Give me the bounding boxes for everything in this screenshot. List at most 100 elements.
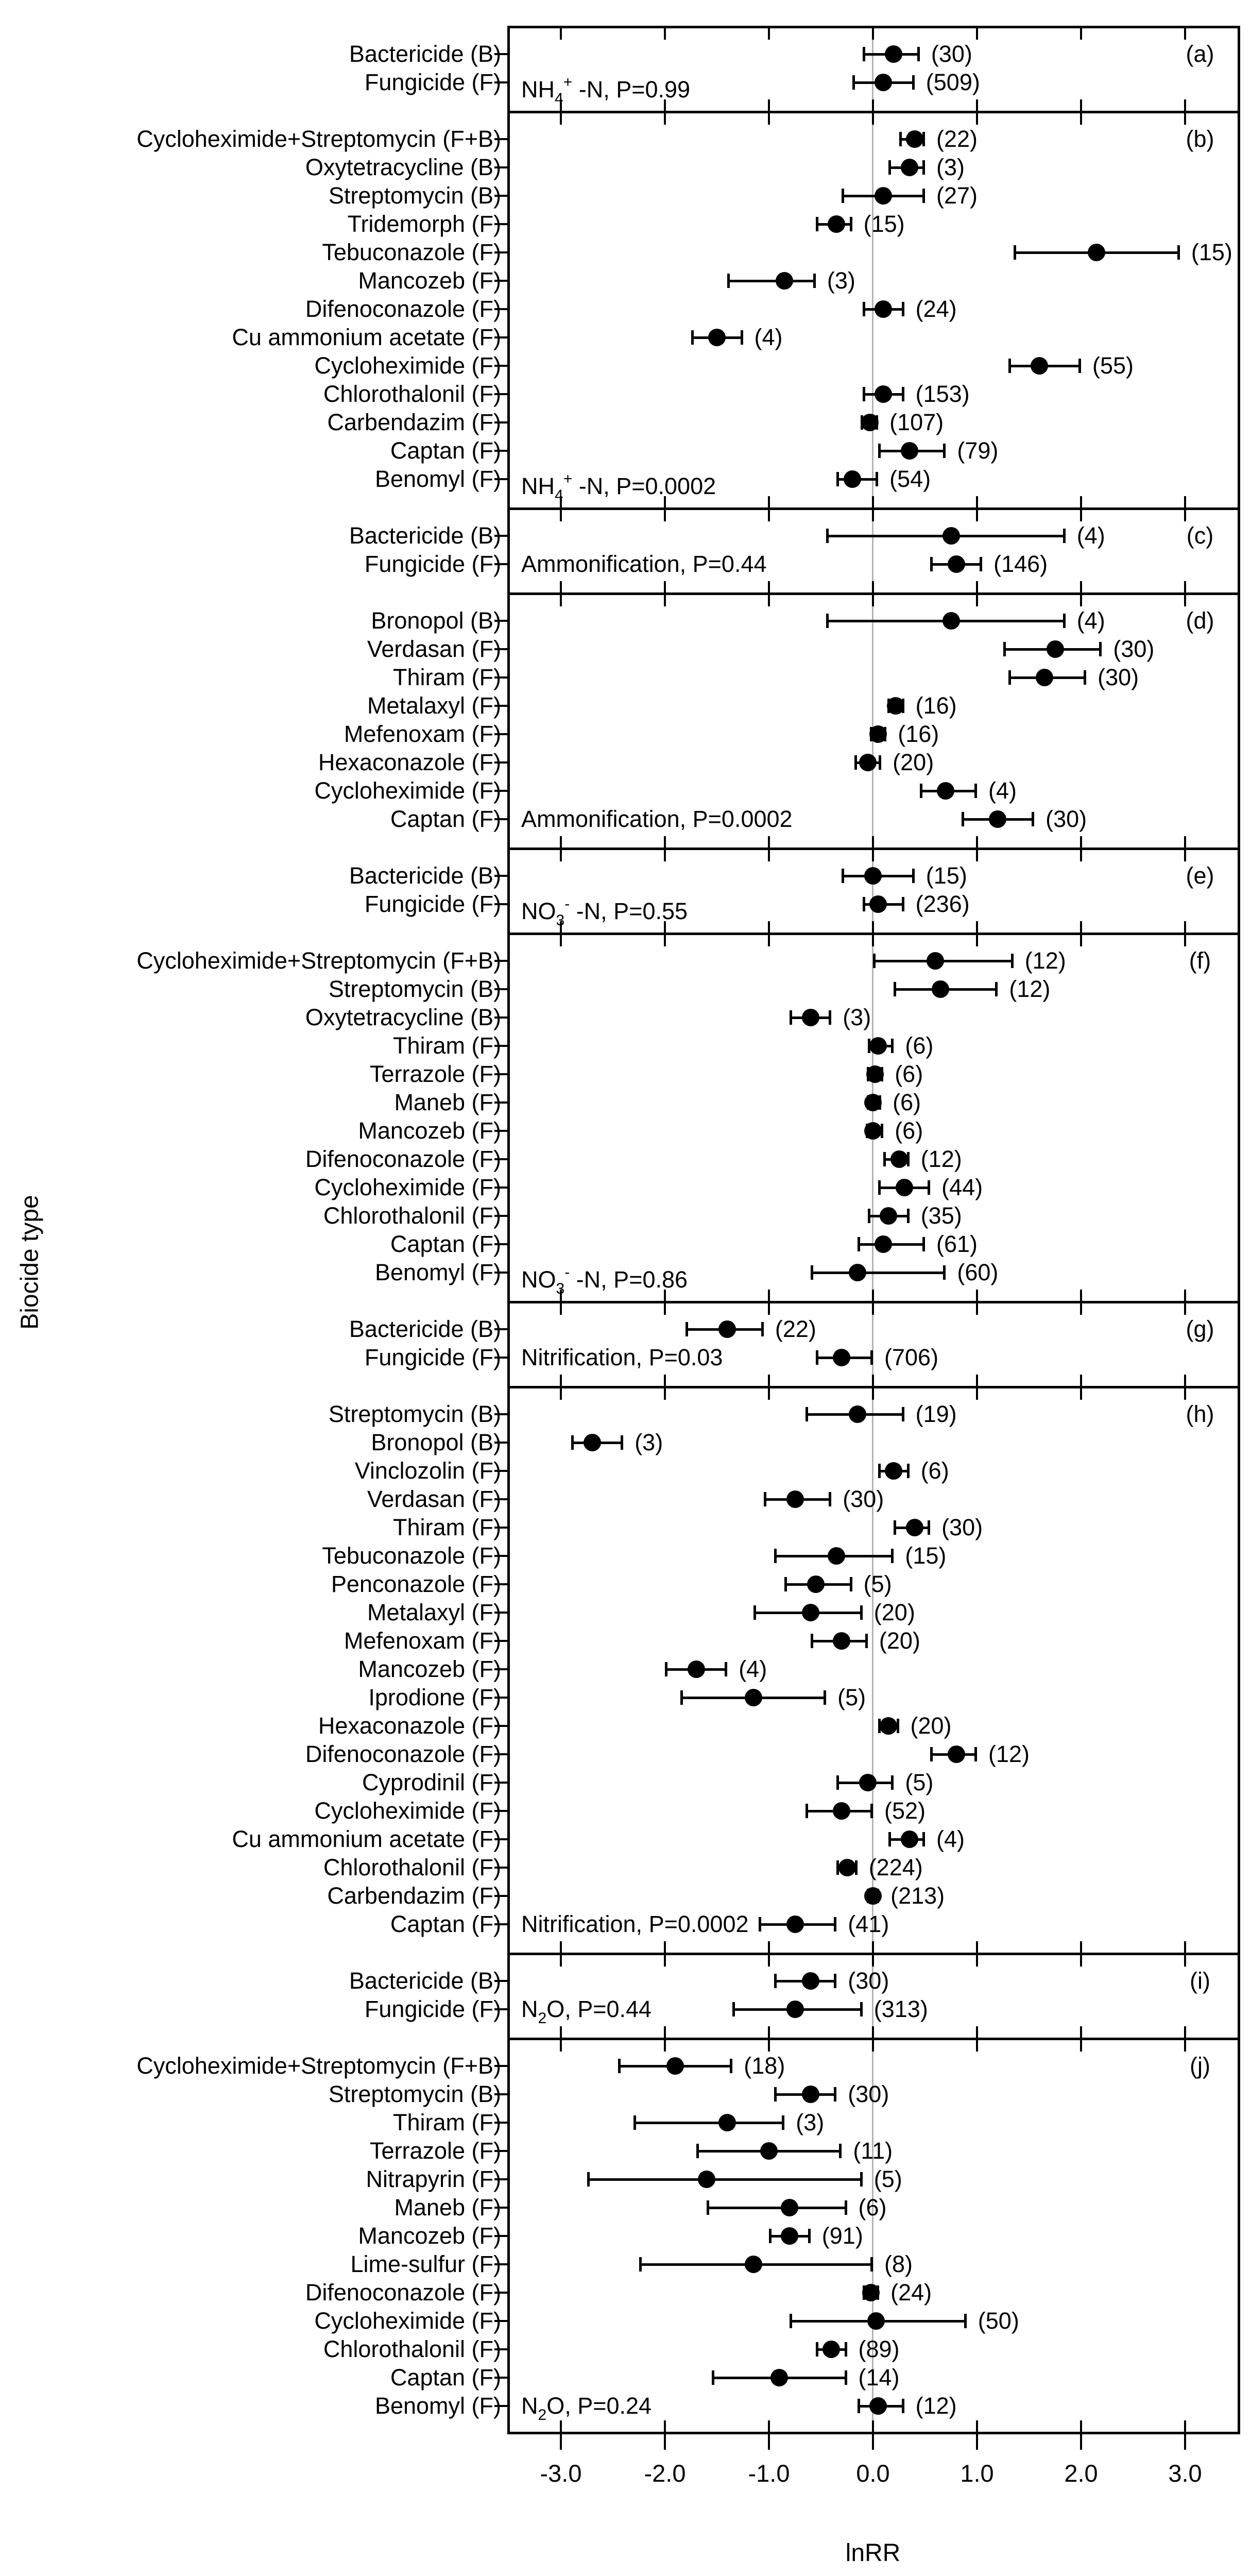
error-bar-cap-left <box>1003 642 1006 656</box>
x-grid-tick <box>976 496 978 507</box>
sample-size-label: (61) <box>936 1231 978 1257</box>
y-axis-tick <box>494 1867 507 1869</box>
error-bar-cap-right <box>1177 245 1180 260</box>
row-label: Chlorothalonil (F) <box>323 1854 501 1880</box>
row-label: Fungicide (F) <box>364 1996 501 2022</box>
x-grid-tick <box>560 510 562 521</box>
data-point <box>744 2256 762 2273</box>
x-grid-tick <box>560 595 562 606</box>
error-bar-cap-left <box>878 1180 881 1195</box>
x-axis-tick <box>872 2434 874 2450</box>
row-label: Verdasan (F) <box>367 636 501 662</box>
x-grid-tick <box>664 581 666 592</box>
x-grid-tick <box>1184 1375 1186 1386</box>
x-grid-tick <box>768 2420 770 2432</box>
p-label-segment: Ammonification, P=0.44 <box>521 551 767 577</box>
x-grid-tick <box>1080 595 1082 606</box>
y-axis-tick <box>494 620 507 622</box>
x-grid-tick <box>1184 2026 1186 2038</box>
x-grid-tick <box>560 1955 562 1967</box>
sample-size-label: (5) <box>873 2166 902 2192</box>
y-axis-tick <box>494 1470 507 1472</box>
error-bar-cap-right <box>730 2059 733 2073</box>
error-bar-cap-right <box>980 557 983 571</box>
x-grid-tick <box>560 921 562 933</box>
data-point <box>781 2199 799 2216</box>
y-axis-tick <box>494 1640 507 1642</box>
x-grid-tick <box>872 1955 874 1967</box>
error-bar-cap-left <box>711 2370 714 2385</box>
row-label: Tridemorph (F) <box>347 211 501 237</box>
error-bar <box>727 280 816 282</box>
p-label-segment: O, P=0.24 <box>546 2393 652 2419</box>
x-grid-tick <box>768 99 770 111</box>
data-point <box>905 130 923 148</box>
data-point <box>869 895 887 913</box>
x-grid-tick <box>976 935 978 946</box>
data-point <box>859 1774 877 1791</box>
sample-size-label: (509) <box>926 69 980 95</box>
y-axis-tick <box>494 705 507 707</box>
p-label-segment: 4 <box>555 487 563 504</box>
panel-p-label: N2O, P=0.44 <box>521 1995 652 2027</box>
p-label-segment: Nitrification, P=0.03 <box>521 1344 723 1370</box>
error-bar-cap-right <box>906 1152 910 1166</box>
row-label: Thiram (F) <box>393 1514 501 1540</box>
data-point <box>875 74 893 91</box>
data-point <box>864 1122 882 1140</box>
error-bar-cap-left <box>815 2342 818 2357</box>
data-point <box>801 1972 819 1990</box>
x-grid-tick <box>664 2026 666 2038</box>
error-bar-cap-left <box>862 387 865 401</box>
x-grid-tick <box>664 113 666 125</box>
error-bar-cap-left <box>842 189 845 203</box>
y-axis-tick <box>494 2207 507 2209</box>
error-bar-cap-right <box>824 1690 827 1705</box>
p-label-segment: NO <box>521 1266 556 1293</box>
error-bar-cap-right <box>901 897 904 911</box>
y-axis-tick <box>494 2263 507 2265</box>
error-bar-cap-right <box>849 217 852 231</box>
error-bar-cap-left <box>878 444 881 458</box>
error-bar-cap-right <box>964 2314 967 2328</box>
y-axis-tick <box>494 1272 507 1274</box>
data-point <box>786 1916 804 1933</box>
x-grid-tick <box>664 1955 666 1967</box>
x-grid-tick <box>664 1388 666 1400</box>
x-grid-tick <box>560 1290 562 1301</box>
y-axis-tick <box>494 1527 507 1529</box>
sample-size-label: (4) <box>1076 522 1105 549</box>
panel-box-g <box>507 1301 1240 1386</box>
row-label: Benomyl (F) <box>374 1259 501 1285</box>
sample-size-label: (6) <box>893 1089 921 1115</box>
y-axis-tick <box>494 1668 507 1670</box>
sample-size-label: (12) <box>920 1146 962 1172</box>
error-bar-cap-right <box>906 1464 910 1478</box>
p-label-segment: NH <box>521 76 555 103</box>
panel-box-j <box>507 2038 1240 2434</box>
x-grid-tick <box>768 595 770 606</box>
panel-p-label: Nitrification, P=0.0002 <box>521 1910 749 1938</box>
y-axis-tick <box>494 2292 507 2294</box>
y-axis-tick <box>494 1130 507 1132</box>
sample-size-label: (22) <box>936 126 978 152</box>
y-axis-tick <box>494 1923 507 1925</box>
sample-size-label: (52) <box>884 1798 926 1824</box>
row-label: Cycloheximide (F) <box>314 352 501 379</box>
y-axis-tick <box>494 195 507 197</box>
x-grid-tick <box>560 2420 562 2432</box>
sample-size-label: (8) <box>884 2251 913 2277</box>
panel-box-i <box>507 1953 1240 2038</box>
panel-letter: (d) <box>1186 607 1214 634</box>
sample-size-label: (20) <box>873 1599 915 1625</box>
panel-letter: (c) <box>1186 522 1214 549</box>
x-grid-tick <box>664 2040 666 2052</box>
x-grid-tick <box>1080 496 1082 507</box>
x-grid-tick <box>976 2040 978 2052</box>
error-bar-cap-left <box>790 2314 793 2328</box>
error-bar-cap-left <box>888 1832 892 1846</box>
data-point <box>718 1320 736 1338</box>
x-grid-tick <box>664 510 666 521</box>
row-label: Bactericide (B) <box>349 41 501 67</box>
sample-size-label: (30) <box>1113 636 1155 662</box>
